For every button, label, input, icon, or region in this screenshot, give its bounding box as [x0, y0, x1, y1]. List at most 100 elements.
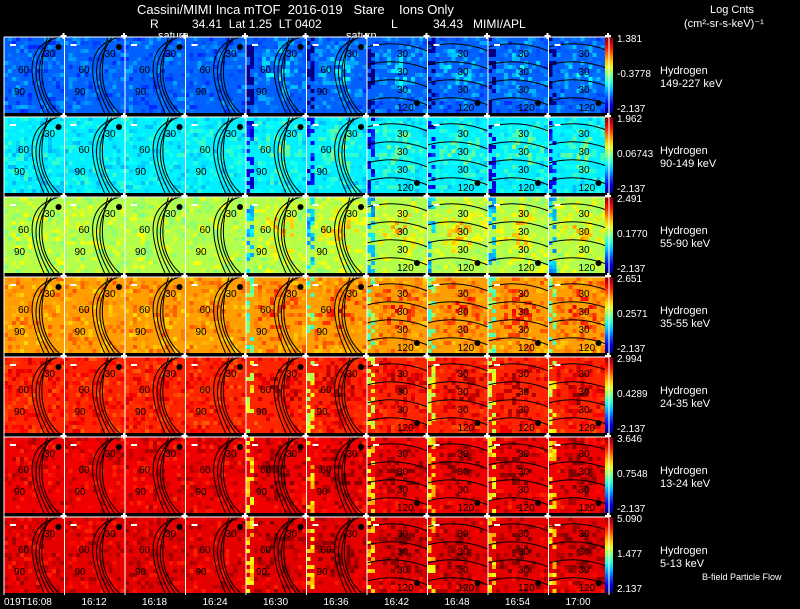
contour-label: 30 [165, 529, 177, 540]
contour-label: 30 [397, 405, 409, 416]
panel-1-6: 30 30 30 120 [366, 113, 430, 194]
contour-label: 60 [79, 305, 91, 316]
colorbar-tick-cmid: -0.3778 [617, 69, 651, 80]
panel-3-8: 30 30 30 120 [487, 273, 551, 354]
contour-label: 120 [518, 343, 535, 354]
contour-label: 30 [105, 449, 117, 460]
contour-label: 30 [347, 369, 359, 380]
saturn-dot [414, 260, 420, 266]
contour-label: 30 [286, 289, 298, 300]
contour-label: 60 [18, 385, 30, 396]
contour-label: 120 [518, 503, 535, 514]
panel-6-0: 30 60 90 [4, 513, 67, 594]
panel-3-4: 30 60 90 [246, 273, 309, 354]
contour-label: 30 [518, 49, 530, 60]
contour-label: 30 [397, 129, 409, 140]
contour-label: 120 [397, 423, 414, 434]
panel-6-6: 30 30 30 120 [366, 513, 430, 594]
contour-label: 60 [260, 65, 272, 76]
contour-label: 30 [518, 485, 530, 496]
colorbar-tick-cmax: 2.651 [617, 274, 643, 285]
contour-label: 30 [347, 49, 359, 60]
saturn-dot [116, 524, 122, 530]
panel-2-5: 30 60 90 [306, 193, 369, 274]
contour-label: 60 [18, 225, 30, 236]
saturn-dot [595, 100, 602, 106]
contour-label: 30 [226, 209, 238, 220]
contour-label: 90 [196, 407, 208, 418]
contour-label: 60 [18, 145, 30, 156]
saturn-dot [297, 204, 304, 210]
contour-label: 30 [397, 147, 409, 158]
saturn-dot [474, 420, 481, 426]
contour-label: 30 [518, 565, 530, 576]
contour-label: 60 [260, 145, 272, 156]
contour-label: 30 [458, 467, 470, 478]
panel-4-2: 30 60 90 [125, 353, 188, 434]
panel-3-9: 30 30 30 120 [548, 273, 611, 354]
contour-label: 30 [518, 369, 530, 380]
contour-label: 30 [458, 565, 470, 576]
saturn-dot [55, 524, 62, 530]
contour-label: 30 [518, 129, 530, 140]
contour-label: 60 [139, 465, 151, 476]
contour-label: 30 [579, 387, 591, 398]
contour-label: 60 [79, 65, 91, 76]
saturn-dot [414, 500, 420, 506]
colorbar-tick-cmid: 1.477 [617, 549, 643, 560]
contour-label: 30 [397, 529, 409, 540]
panel-6-5: 30 60 90 [306, 513, 369, 594]
saturn-dot [55, 284, 62, 290]
contour-label: 30 [518, 227, 530, 238]
colorbar-tick-cmid: 0.1770 [617, 229, 648, 240]
saturn-dot [414, 340, 420, 346]
panel-5-9: 30 30 30 120 [548, 433, 611, 514]
panel-2-6: 30 30 30 120 [366, 193, 430, 274]
contour-label: 30 [579, 485, 591, 496]
contour-label: 90 [14, 487, 26, 498]
panel-3-0: 30 60 90 [4, 273, 67, 354]
panel-4-5: 30 60 90 [306, 353, 369, 434]
contour-label: 30 [226, 289, 238, 300]
band-label: Hydrogen 35-55 keV [660, 305, 711, 330]
colorbar-tick-cmid: 0.7548 [617, 469, 648, 480]
contour-label: 30 [579, 307, 591, 318]
contour-label: 30 [397, 387, 409, 398]
panel-4-3: 30 60 90 [185, 353, 248, 434]
contour-label: 30 [286, 49, 298, 60]
contour-label: 90 [196, 487, 208, 498]
contour-label: 60 [200, 465, 212, 476]
saturn-dot [414, 100, 420, 106]
saturn-dot [358, 204, 364, 210]
contour-label: 120 [458, 583, 475, 594]
contour-label: 60 [139, 145, 151, 156]
panel-5-4: 30 60 90 [246, 433, 309, 514]
colorbar-tick-cmax: 1.962 [617, 114, 643, 125]
contour-label: 120 [458, 103, 475, 114]
contour-label: 30 [518, 405, 530, 416]
saturn-dot [176, 44, 183, 50]
contour-label: 30 [347, 449, 359, 460]
contour-label: 90 [317, 167, 329, 178]
colorbar-tick-cmax: 2.491 [617, 194, 643, 205]
contour-label: 30 [397, 449, 409, 460]
contour-label: 30 [579, 325, 591, 336]
contour-label: 30 [458, 147, 470, 158]
contour-label: 30 [518, 67, 530, 78]
time-tick: 16:48 [444, 597, 470, 608]
saturn-dot [595, 340, 602, 346]
contour-label: 90 [317, 407, 329, 418]
contour-label: 30 [518, 449, 530, 460]
panel-6-4: 30 60 90 [246, 513, 309, 594]
panel-1-0: 30 60 90 [4, 113, 67, 194]
panel-0-4: 30 60 90 [246, 33, 309, 114]
contour-label: 60 [18, 305, 30, 316]
contour-label: 60 [321, 225, 333, 236]
saturn-dot [237, 124, 243, 130]
contour-label: 120 [579, 263, 596, 274]
contour-label: 30 [458, 209, 470, 220]
panel-5-7: 30 30 30 120 [427, 433, 490, 514]
contour-label: 60 [321, 545, 333, 556]
contour-label: 90 [75, 167, 87, 178]
contour-label: 90 [256, 247, 268, 258]
